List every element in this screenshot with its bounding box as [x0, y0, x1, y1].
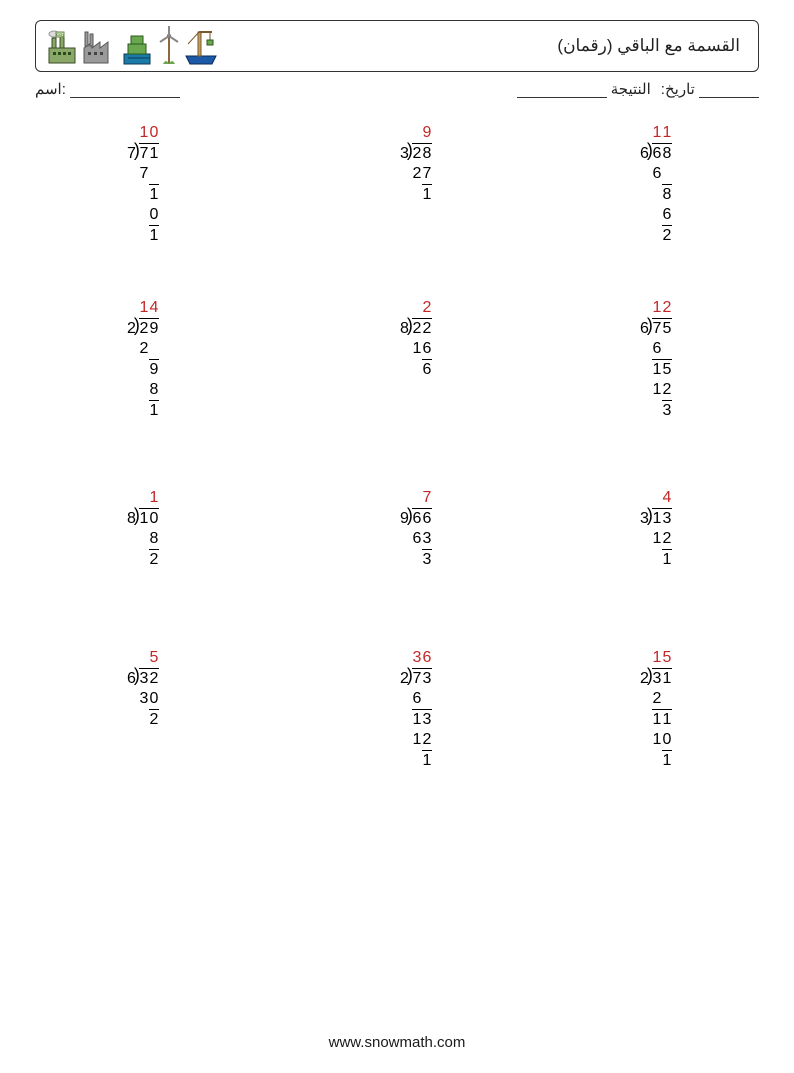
factory-icon: CO₂	[46, 30, 78, 66]
division-problem: 2822166	[400, 298, 432, 380]
footer-url: www.snowmath.com	[0, 1034, 794, 1051]
header-box: CO₂	[35, 20, 759, 72]
crane-icon	[184, 26, 218, 66]
division-problem: 142292981	[127, 298, 159, 421]
division-problem: 4313121	[640, 488, 672, 570]
division-problem: 116686862	[640, 123, 672, 246]
score-blank[interactable]	[517, 84, 607, 98]
wind-icon	[158, 26, 180, 66]
date-blank[interactable]	[699, 84, 759, 98]
svg-text:CO₂: CO₂	[56, 32, 64, 37]
division-problem: 5632302	[127, 648, 159, 730]
score-label: النتيجة	[611, 81, 651, 98]
division-problem: 107717101	[127, 123, 159, 246]
header-icons: CO₂	[46, 26, 218, 66]
date-label: :تاريخ	[661, 81, 695, 98]
factory2-icon	[82, 30, 116, 66]
division-problem: 36273613121	[400, 648, 432, 771]
worksheet-grid: 107717101 9328271 116686862 142292981 282216…	[0, 118, 794, 858]
division-problem: 9328271	[400, 123, 432, 205]
division-problem: 7966633	[400, 488, 432, 570]
division-problem: 181082	[127, 488, 159, 570]
division-problem: 12675615123	[640, 298, 672, 421]
name-field: اسم:	[35, 80, 180, 98]
name-blank[interactable]	[70, 84, 180, 98]
worksheet-title: (القسمة مع الباقي (رقمان	[557, 36, 740, 56]
division-problem: 15231211101	[640, 648, 672, 771]
container-icon	[120, 30, 154, 66]
name-label: اسم:	[35, 81, 66, 98]
meta-row: اسم: النتيجة :تاريخ	[35, 80, 759, 98]
